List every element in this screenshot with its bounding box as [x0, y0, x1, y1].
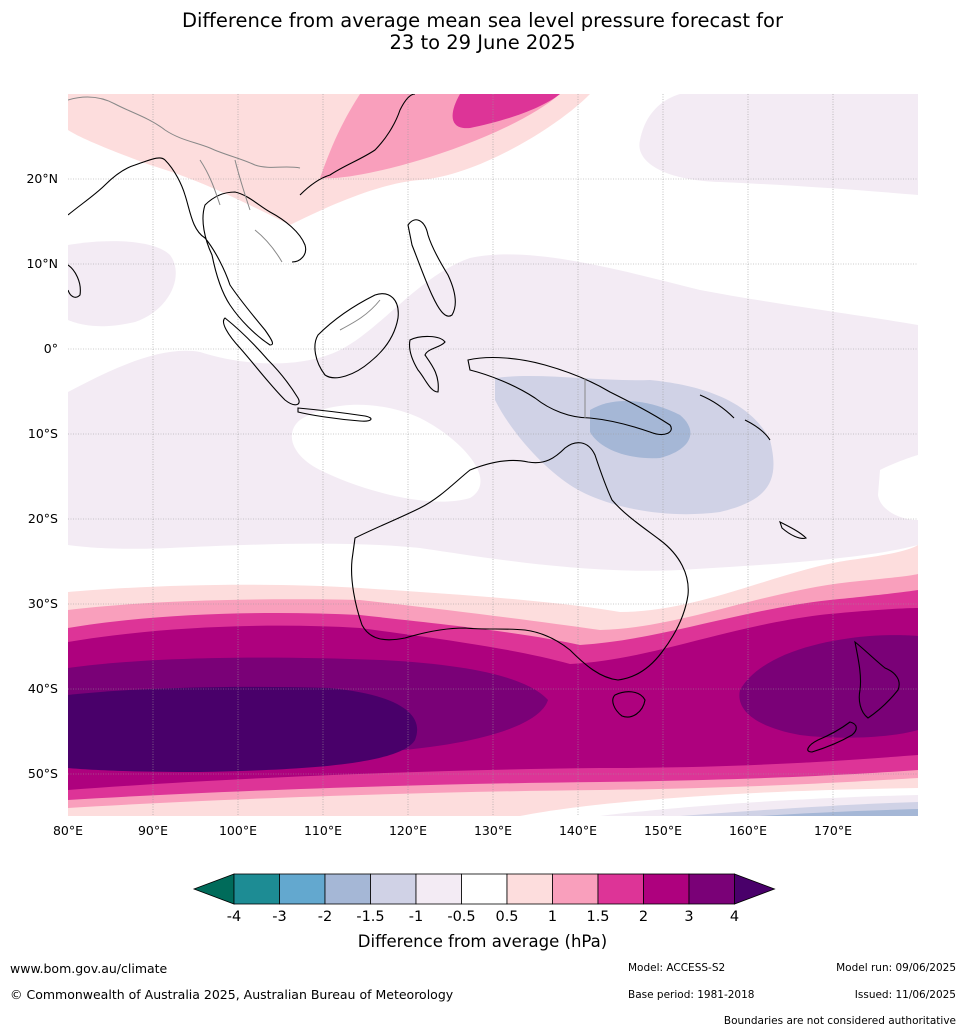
model-name: Model: ACCESS-S2 — [628, 962, 726, 974]
map-title-line2: 23 to 29 June 2025 — [389, 31, 576, 54]
colour-bar-tick-label: -4 — [227, 909, 241, 925]
colour-bar-tick-label: -3 — [272, 909, 286, 925]
anomaly-region-west-neg — [68, 241, 176, 327]
anomaly-region-east-hole — [878, 455, 918, 520]
coast-sumatra — [222, 317, 300, 406]
colour-bar-segment — [324, 873, 371, 905]
anomaly-region-northeast-neg — [639, 94, 918, 195]
country-borders — [68, 96, 586, 418]
colour-bar-segment — [643, 873, 690, 905]
colour-bar-tick-label: 1 — [548, 909, 557, 925]
lat-label-30s: 30°S — [28, 596, 58, 611]
coast-india-tip — [68, 264, 81, 298]
lon-label-100e: 100°E — [219, 823, 257, 838]
colour-bar-segment — [233, 873, 280, 905]
colour-bar-tick-label: 0.5 — [495, 909, 518, 925]
colour-bar-segment — [597, 873, 644, 905]
lat-label-10n: 10°N — [26, 256, 58, 271]
coast-new-guinea — [467, 356, 672, 435]
anomaly-region-png-neg1.5 — [590, 400, 691, 459]
lon-label-90e: 90°E — [138, 823, 168, 838]
lon-label-130e: 130°E — [474, 823, 512, 838]
anomaly-region-south-tail-neg1.5 — [760, 809, 918, 816]
lon-label-120e: 120°E — [389, 823, 427, 838]
website-link[interactable]: www.bom.gov.au/climate — [10, 961, 168, 976]
lon-label-140e: 140°E — [559, 823, 597, 838]
colour-bar-tick-label: -0.5 — [447, 909, 475, 925]
lon-label-160e: 160°E — [729, 823, 767, 838]
colour-bar-tick-label: -2 — [318, 909, 332, 925]
colour-bar-tick-label: 2 — [639, 909, 648, 925]
longitude-labels: 80°E 90°E 100°E 110°E 120°E 130°E 140°E … — [53, 823, 852, 838]
coast-nz-north — [854, 640, 900, 719]
colour-bar-segment — [506, 873, 553, 905]
colour-bar-segment — [370, 873, 417, 905]
lon-label-150e: 150°E — [644, 823, 682, 838]
lon-label-170e: 170°E — [814, 823, 852, 838]
coast-nz-south — [807, 721, 857, 753]
colour-bar-over-arrow — [734, 873, 776, 905]
anomaly-region-north-1.5 — [452, 94, 560, 129]
latitude-labels: 20°N 10°N 0° 10°S 20°S 30°S 40°S 50°S — [26, 171, 58, 781]
lat-label-50s: 50°S — [28, 766, 58, 781]
lat-label-10s: 10°S — [28, 426, 58, 441]
colour-bar-label: Difference from average (hPa) — [357, 932, 608, 951]
anomaly-region-nz-3 — [739, 635, 918, 738]
boundaries-disclaimer: Boundaries are not considered authoritat… — [723, 1015, 956, 1027]
colour-bar-segment — [415, 873, 462, 905]
map-title: Difference from average mean sea level p… — [0, 10, 965, 54]
colour-bar-tick-label: 3 — [684, 909, 693, 925]
coast-philippines — [407, 219, 456, 317]
anomaly-region-hole — [291, 404, 481, 502]
colour-bar: -4 -3 -2 -1.5 -1 -0.5 0.5 1 1.5 2 3 4 — [192, 873, 776, 925]
colour-bar-segment — [552, 873, 599, 905]
colour-bar-segment — [279, 873, 326, 905]
lon-label-80e: 80°E — [53, 823, 83, 838]
coast-asia-mainland — [68, 94, 416, 346]
colour-bar-tick-label: -1 — [409, 909, 423, 925]
lat-label-20n: 20°N — [26, 171, 58, 186]
issued-date: Issued: 11/06/2025 — [854, 989, 956, 1001]
colour-bar-under-arrow — [192, 873, 235, 905]
lat-label-0: 0° — [44, 341, 58, 356]
gridlines — [68, 94, 918, 816]
model-run-date: Model run: 09/06/2025 — [836, 962, 956, 974]
lon-label-110e: 110°E — [304, 823, 342, 838]
coast-australia — [351, 442, 689, 681]
coast-borneo — [314, 293, 399, 379]
copyright-text: © Commonwealth of Australia 2025, Austra… — [10, 987, 454, 1002]
colour-bar-segment — [461, 873, 508, 905]
base-period: Base period: 1981-2018 — [628, 989, 755, 1001]
coast-sulawesi — [408, 335, 446, 393]
colour-bar-tick-label: 1.5 — [586, 909, 609, 925]
lat-label-40s: 40°S — [28, 681, 58, 696]
coastlines — [68, 94, 900, 753]
anomaly-region-south-4 — [68, 686, 418, 772]
colour-bar-tick-label: -1.5 — [356, 909, 384, 925]
pressure-anomaly-field — [68, 94, 918, 816]
lat-label-20s: 20°S — [28, 511, 58, 526]
coast-new-caledonia — [779, 520, 808, 539]
coast-tasmania — [612, 691, 646, 718]
colour-bar-segment — [688, 873, 735, 905]
map-title-line1: Difference from average mean sea level p… — [182, 9, 783, 32]
colour-bar-tick-label: 4 — [730, 909, 739, 925]
coast-java — [297, 407, 372, 422]
coast-solomon — [699, 394, 771, 441]
